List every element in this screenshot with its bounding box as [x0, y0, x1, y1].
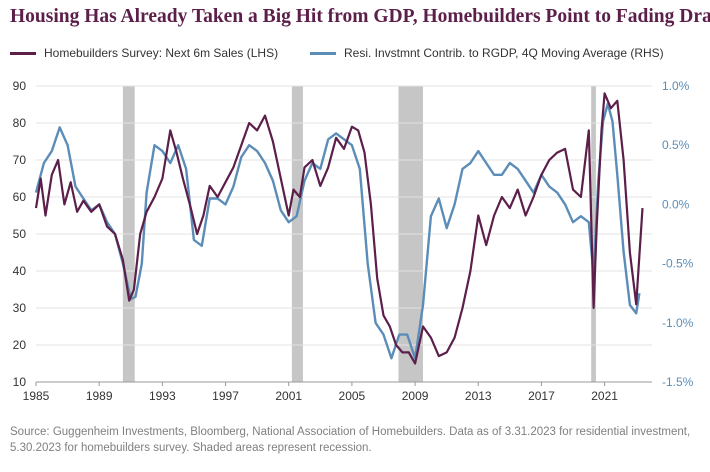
series-lines — [34, 92, 644, 365]
legend-swatch-resi-investment — [310, 51, 336, 55]
y-left-tick-label-8: 10 — [13, 375, 27, 389]
y-right-tick-label-3: -0.5% — [662, 257, 694, 271]
y-left-tick-label-1: 80 — [13, 116, 27, 130]
y-right-tick-label-2: 0.0% — [662, 197, 690, 211]
x-tick-label-5: 2005 — [339, 389, 366, 403]
source-note: Source: Guggenheim Investments, Bloomber… — [10, 426, 691, 454]
y-left-tick-label-2: 70 — [13, 153, 27, 167]
y-right-tick-label-1: 0.5% — [662, 138, 690, 152]
legend-item-homebuilders: Homebuilders Survey: Next 6m Sales (LHS) — [10, 46, 278, 60]
y-right-tick-label-0: 1.0% — [662, 79, 690, 93]
line-chart: 1985 1989 1993 1997 2001 2005 2009 2013 2017 2021… — [13, 79, 694, 403]
x-tick-label-7: 2013 — [465, 389, 492, 403]
series-line-resi-investment — [34, 102, 641, 360]
chart-title: Housing Has Already Taken a Big Hit from… — [10, 6, 710, 27]
x-tick-label-1: 1989 — [86, 389, 113, 403]
y-left-tick-label-7: 20 — [13, 338, 27, 352]
x-tick-label-4: 2001 — [275, 389, 302, 403]
legend-label-resi-investment: Resi. Invstmnt Contrib. to RGDP, 4Q Movi… — [344, 46, 664, 60]
y-left-tick-label-4: 50 — [13, 227, 27, 241]
x-tick-label-2: 1993 — [149, 389, 176, 403]
axes: 1985 1989 1993 1997 2001 2005 2009 2013 2017 2021… — [13, 79, 694, 403]
x-tick-label-6: 2009 — [402, 389, 429, 403]
legend-label-homebuilders: Homebuilders Survey: Next 6m Sales (LHS) — [44, 46, 279, 60]
x-tick-label-9: 2021 — [591, 389, 618, 403]
chart-legend: Homebuilders Survey: Next 6m Sales (LHS)… — [10, 46, 705, 66]
x-tick-label-8: 2017 — [528, 389, 555, 403]
y-left-tick-label-6: 30 — [13, 301, 27, 315]
y-left-tick-label-0: 90 — [13, 79, 27, 93]
legend-swatch-homebuilders — [10, 51, 36, 55]
x-tick-label-3: 1997 — [212, 389, 239, 403]
series-line-homebuilders — [34, 92, 644, 365]
x-tick-label-0: 1985 — [23, 389, 50, 403]
legend-item-resi-investment: Resi. Invstmnt Contrib. to RGDP, 4Q Movi… — [310, 46, 664, 60]
y-left-tick-label-3: 60 — [13, 190, 27, 204]
y-right-tick-label-5: -1.5% — [662, 375, 694, 389]
y-left-tick-label-5: 40 — [13, 264, 27, 278]
y-right-tick-label-4: -1.0% — [662, 316, 694, 330]
